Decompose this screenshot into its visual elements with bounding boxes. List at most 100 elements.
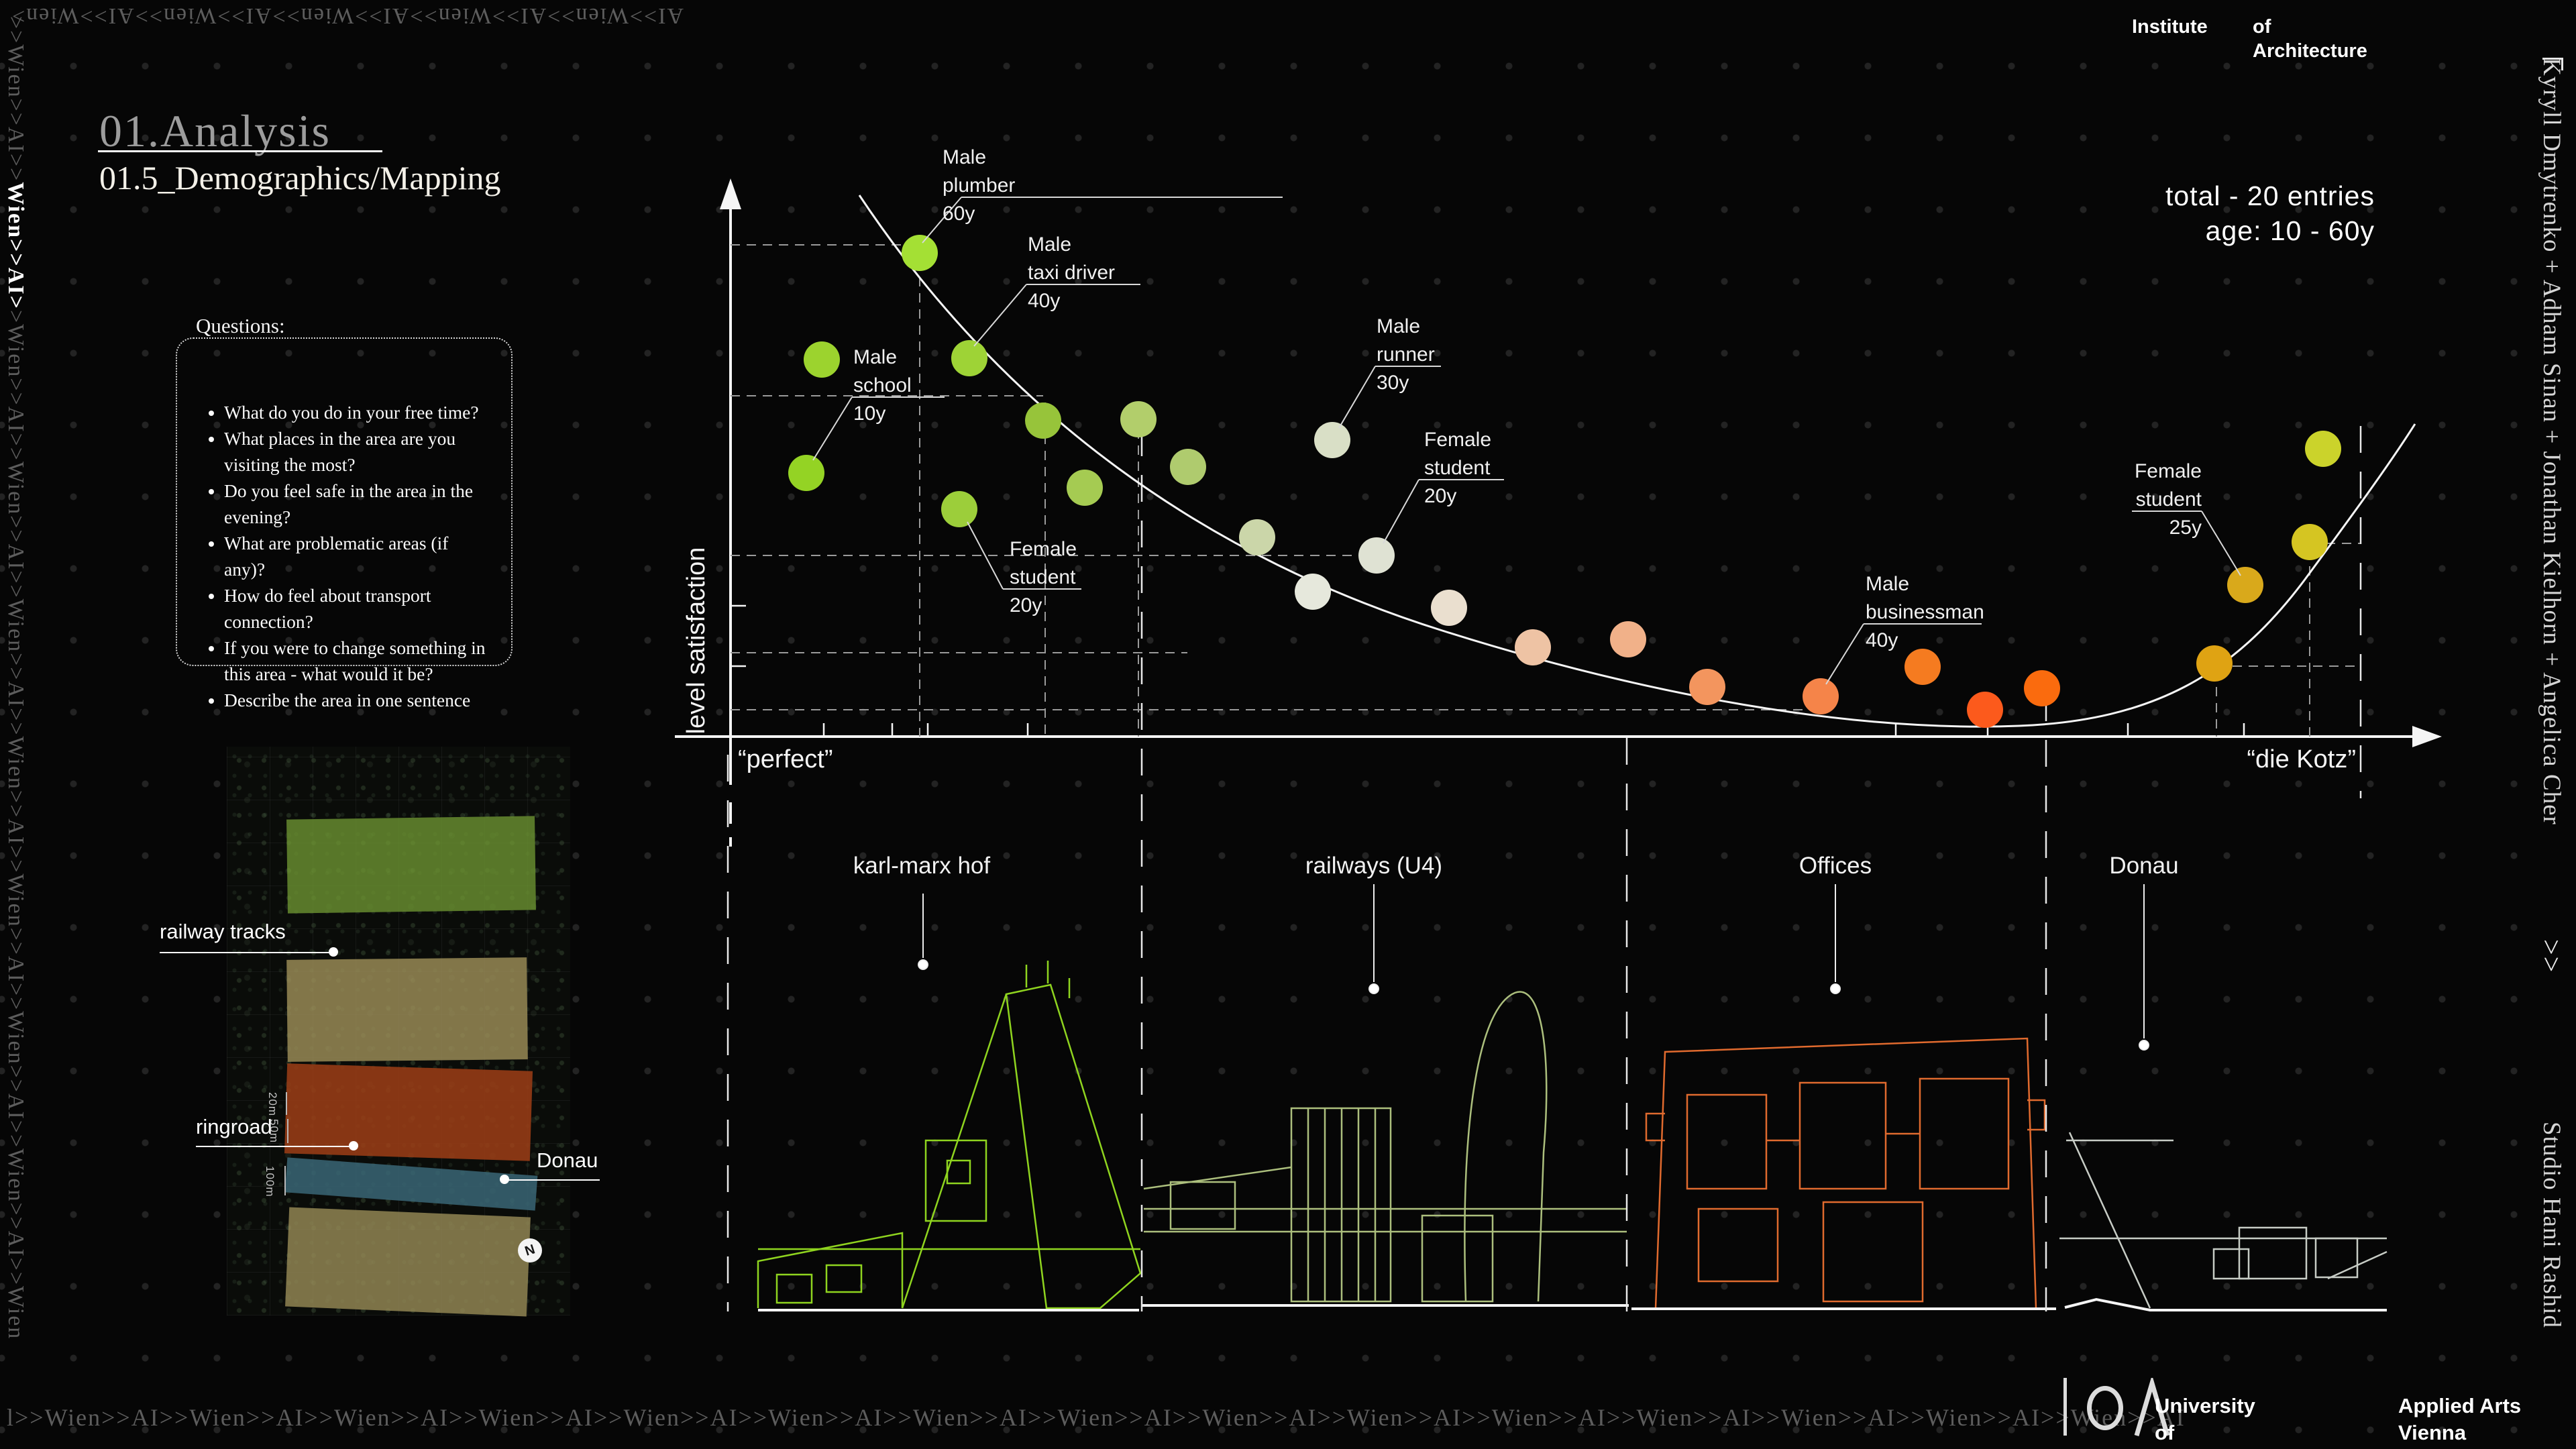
ringroad-leader-dot xyxy=(349,1141,358,1150)
point-annotation: Male school 10y xyxy=(853,346,912,425)
left-edge-marquee: >>Wien>>AI>>Wien>>AI>>Wien>>AI>>Wien>>AI… xyxy=(3,16,28,1438)
data-point xyxy=(804,341,840,378)
applied-arts-vienna-label: Applied Arts Vienna xyxy=(2398,1393,2521,1446)
university-of-label: University of xyxy=(2155,1393,2255,1446)
section-label-donau: Donau xyxy=(2109,853,2178,879)
annotation-leader xyxy=(1338,366,1376,429)
data-point xyxy=(1515,629,1551,665)
data-point xyxy=(2196,645,2233,682)
y-axis-arrow-icon xyxy=(720,178,741,209)
data-point xyxy=(1295,574,1331,610)
map-label-donau: Donau xyxy=(537,1148,598,1172)
section-label-offices: Offices xyxy=(1799,853,1872,879)
question-item: How do feel about transport connection? xyxy=(224,582,491,635)
questions-label: Questions: xyxy=(196,314,285,337)
corner-bracket-mark xyxy=(2542,58,2563,70)
point-annotation: Female student 20y xyxy=(1010,538,1077,616)
area-minimap xyxy=(227,747,570,1317)
ringroad-leader-line xyxy=(196,1146,352,1147)
donau-wireframe xyxy=(2059,1132,2387,1309)
logo-bar-shape xyxy=(2063,1378,2067,1436)
page-subtitle: 01.5_Demographics/Mapping xyxy=(99,159,501,197)
annotation-leader xyxy=(1383,479,1419,544)
vienna-word: Vienna xyxy=(2398,1421,2467,1444)
offices-wireframe xyxy=(1645,1037,2046,1309)
y-axis-label: level satisfaction xyxy=(682,547,710,735)
point-annotation: Female student 20y xyxy=(1424,429,1491,507)
map-label-railway-tracks: railway tracks xyxy=(160,920,286,943)
data-point xyxy=(941,491,977,527)
question-item: What do you do in your free time? xyxy=(224,399,491,425)
question-item: If you were to change something in this … xyxy=(224,635,491,687)
data-point xyxy=(1904,649,1941,685)
donau-leader-dot xyxy=(500,1175,509,1184)
studio-credit: Studio Hani Rashid xyxy=(2538,1122,2565,1328)
stats-age-range: age: 10 - 60y xyxy=(2205,215,2375,246)
railway-leader-dot xyxy=(329,947,338,957)
point-annotation: Male taxi driver 40y xyxy=(1028,233,1115,312)
ground-baseline xyxy=(758,1297,2387,1311)
data-point xyxy=(788,455,824,491)
data-point xyxy=(1170,449,1206,485)
university-word: University xyxy=(2155,1394,2255,1417)
section-label-railways-u4: railways (U4) xyxy=(1305,853,1442,879)
annotation-leader xyxy=(812,396,853,461)
point-annotation: Male runner 30y xyxy=(1377,315,1435,394)
scale-mark-20m: 20m xyxy=(266,1092,279,1117)
question-item: Do you feel safe in the area in the even… xyxy=(224,478,491,530)
bottom-edge-marquee: l>>Wien>>AI>>Wien>>AI>>Wien>>AI>>Wien>>A… xyxy=(7,1404,2186,1431)
chevrons-mark: >> xyxy=(2535,939,2566,974)
railways-u4-wireframe xyxy=(1143,991,1627,1303)
institute-of-architecture: of Architecture xyxy=(2253,15,2367,63)
point-annotation: Female student 25y xyxy=(2135,460,2202,539)
architecture-word: Architecture xyxy=(2253,40,2367,62)
of-word: of xyxy=(2253,16,2271,38)
compass-letter: N xyxy=(523,1241,537,1259)
map-band-zone-1 xyxy=(286,957,528,1062)
questions-list: What do you do in your free time?What pl… xyxy=(205,399,491,713)
data-point xyxy=(902,235,938,271)
data-point xyxy=(1239,519,1275,555)
left-edge-text: >Wien>>AI>>Wien>>AI>>Wien>>AI>>Wien>>AI>… xyxy=(3,309,28,1340)
logo-o-shape xyxy=(2087,1386,2123,1430)
data-point xyxy=(2305,431,2341,467)
institute-word: Institute xyxy=(2132,16,2208,38)
stats-total: total - 20 entries xyxy=(2165,180,2375,211)
scale-mark-100m: 100m xyxy=(264,1166,276,1197)
data-point xyxy=(1689,669,1725,705)
railway-leader-line xyxy=(160,952,331,953)
of-word: of xyxy=(2155,1421,2175,1444)
annotation-leader xyxy=(1825,623,1864,685)
annotation-leader xyxy=(2201,511,2241,576)
data-point xyxy=(1610,621,1646,657)
annotation-leader xyxy=(967,521,1004,590)
x-axis-left-label: “perfect” xyxy=(738,745,833,773)
map-band-park xyxy=(286,816,536,914)
compass-north-icon: N xyxy=(518,1238,542,1263)
page-title: 01.Analysis xyxy=(99,105,331,156)
point-annotation: Male plumber 60y xyxy=(943,146,1015,225)
data-point xyxy=(2227,567,2263,603)
section-label-karl-marx-hof: karl-marx hof xyxy=(853,853,990,879)
question-item: What places in the area are you visiting… xyxy=(224,425,491,478)
left-edge-text-bold: Wien>>AI> xyxy=(3,182,28,310)
data-point xyxy=(1967,692,2003,728)
map-label-ringroad: ringroad xyxy=(196,1115,272,1138)
scale-mark-50m: 50m xyxy=(268,1119,280,1144)
data-point xyxy=(1803,678,1839,714)
data-point xyxy=(1120,401,1157,437)
top-edge-marquee: AI>>Wien>>AI>>Wien>>AI>>Wien>>AI>>Wien>>… xyxy=(11,3,684,28)
karl-marx-hof-wireframe xyxy=(757,961,1142,1309)
satisfaction-scatter-chart: “perfect” “die Kotz” level satisfaction xyxy=(675,146,2442,1311)
x-axis-right-label: “die Kotz” xyxy=(2247,745,2356,773)
scale-tick xyxy=(284,1166,286,1195)
scale-tick xyxy=(286,1092,287,1115)
data-point xyxy=(1314,422,1350,458)
trend-curve xyxy=(858,195,2416,728)
data-point xyxy=(951,340,987,376)
data-point xyxy=(1358,537,1395,574)
ioa-logo-icon xyxy=(2063,1378,2171,1437)
authors-credit: Kyryll Dmytrenko + Adham Sinan + Jonatha… xyxy=(2538,58,2565,825)
donau-leader-line xyxy=(504,1179,600,1181)
